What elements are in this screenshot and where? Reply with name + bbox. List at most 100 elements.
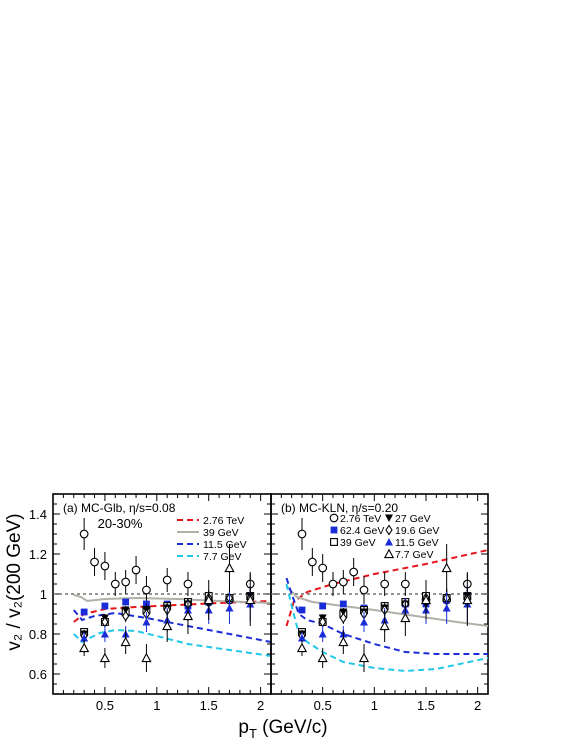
panel-a-point-7.7GeV-shape	[224, 562, 235, 573]
panel-b-series-7.7GeV	[296, 544, 473, 672]
panel-b-point-2.76TeV	[359, 585, 369, 595]
panel-b-point-7.7GeV	[441, 562, 452, 573]
panel-b-point-7.7GeV-shape	[462, 594, 473, 605]
panel-a-curve-11.5GeV	[73, 609, 272, 643]
panel-a-point-62.4GeV-shape	[122, 598, 130, 606]
panel-a-point-11.5GeV	[142, 618, 151, 626]
panel-b-xtick-label: 0.5	[314, 698, 332, 713]
panel-a-point-2.76TeV-shape	[79, 529, 89, 539]
panel-a-point-11.5GeV-shape	[100, 630, 109, 638]
panel-a-point-2.76TeV-shape	[131, 565, 141, 575]
panel-b-legend-marker-7.7GeV-shape	[383, 548, 395, 559]
panel-a-point-7.7GeV	[79, 642, 90, 653]
panel-b-xtick-label: 2	[474, 698, 481, 713]
panel-a-point-2.76TeV	[90, 557, 99, 567]
panel-b-legend-marker-27GeV	[385, 514, 393, 522]
panel-b-curve-7.7GeV	[285, 583, 489, 673]
panel-a-point-7.7GeV-shape	[99, 652, 111, 663]
panel-b-point-2.76TeV-shape	[359, 585, 369, 595]
panel-b-point-7.7GeV	[317, 652, 328, 663]
panel-a-point-62.4GeV	[122, 598, 130, 606]
panel-b-point-11.5GeV-shape	[298, 634, 306, 642]
panel-b-xtick-label: 1	[371, 698, 378, 713]
panel-b-legend-marker-39GeV-shape	[330, 538, 338, 546]
panel-b-point-7.7GeV-shape	[441, 562, 452, 573]
x-axis-label: pT (GeV/c)	[238, 717, 327, 741]
panel-b-point-19.6GeV	[339, 612, 347, 624]
panel-b-point-11.5GeV-shape	[318, 630, 327, 638]
panel-b-point-11.5GeV-shape	[442, 604, 451, 612]
panel-b-point-7.7GeV-shape	[400, 612, 411, 623]
panel-b-legend-marker-11.5GeV	[385, 538, 393, 546]
panel-a-point-2.76TeV-shape	[90, 557, 99, 567]
panel-b-point-7.7GeV	[420, 594, 432, 605]
panel-b-curve-39GeV	[285, 585, 489, 627]
panel-a-point-7.7GeV	[99, 652, 111, 663]
panel-b-label: (b) MC-KLN, η/s=0.20	[281, 501, 398, 515]
panel-a-point-2.76TeV-shape	[183, 579, 193, 589]
panel-a-point-7.7GeV	[162, 620, 173, 631]
panel-b: 0.5 1 1.5 2 (b) MC-KLN, η/s=0.202.76 TeV 27 G…	[270, 493, 489, 713]
panel-a-point-2.76TeV	[79, 529, 89, 539]
panel-b-point-7.7GeV-shape	[358, 652, 370, 663]
panel-b-point-2.76TeV	[400, 579, 410, 589]
panel-a-point-7.7GeV	[182, 610, 194, 621]
panel-a-point-2.76TeV-shape	[121, 577, 131, 587]
panel-b-curve-11.5GeV	[285, 577, 488, 655]
panel-b-legend-label-39GeV: 39 GeV	[340, 537, 376, 549]
panel-a-point-2.76TeV	[121, 577, 131, 587]
panel-b-point-7.7GeV	[338, 636, 349, 647]
panel-b-point-2.76TeV	[297, 529, 307, 539]
panel-a-xtick-label: 1.5	[200, 698, 218, 713]
panel-a-point-2.76TeV	[110, 579, 120, 589]
panel-a-ytick-label: 0.6	[29, 667, 47, 682]
panel-b-legend-label-62.4GeV: 62.4 GeV	[340, 525, 384, 537]
panel-a-point-2.76TeV-shape	[142, 585, 151, 595]
panel-a-series-7.7GeV	[79, 544, 256, 672]
panel-a-point-62.4GeV-shape	[80, 608, 88, 616]
panel-a-point-7.7GeV-shape	[203, 594, 214, 605]
panel-b-point-2.76TeV-shape	[338, 577, 348, 587]
panel-b-point-2.76TeV-shape	[307, 557, 317, 567]
panel-a-point-2.76TeV	[162, 575, 172, 585]
panel-b-point-19.6GeV-shape	[339, 612, 347, 624]
panel-b-point-7.7GeV	[358, 652, 370, 663]
panel-a-point-11.5GeV	[225, 604, 234, 612]
panel-a-point-2.76TeV	[183, 579, 193, 589]
panel-b-point-7.7GeV	[379, 620, 390, 631]
panel-b-point-2.76TeV-shape	[318, 563, 328, 573]
panel-a-point-7.7GeV-shape	[120, 636, 131, 647]
panel-b-point-7.7GeV-shape	[379, 620, 390, 631]
panel-b-legend-marker-7.7GeV	[383, 548, 395, 559]
panel-a-curve-39GeV	[73, 594, 272, 604]
panel-a-point-7.7GeV	[203, 594, 214, 605]
panel-a-point-2.76TeV	[100, 561, 110, 571]
panel-b-legend-label-11.5GeV: 11.5 GeV	[395, 537, 439, 549]
panel-a-legend-label-7.7GeV: 7.7 GeV	[203, 551, 242, 563]
panel-b-point-62.4GeV	[339, 600, 347, 608]
panel-b-legend-marker-2.76TeV	[329, 513, 339, 523]
panel-a-label: (a) MC-Glb, η/s=0.08	[63, 501, 176, 515]
panel-b-legend-marker-62.4GeV-shape	[330, 526, 338, 534]
panel-a-xtick-label: 1	[153, 698, 160, 713]
panel-a-legend-label-2.76TeV: 2.76 TeV	[203, 515, 244, 527]
panel-a-point-7.7GeV-shape	[141, 652, 152, 663]
panel-a-point-7.7GeV	[224, 562, 235, 573]
panel-b-point-2.76TeV	[328, 579, 338, 589]
panel-b-point-2.76TeV-shape	[400, 579, 410, 589]
panel-b-point-7.7GeV	[400, 612, 411, 623]
panel-a-point-19.6GeV	[122, 610, 130, 622]
panel-a-legend-label-39GeV: 39 GeV	[203, 527, 239, 539]
panel-a-point-11.5GeV-shape	[80, 634, 89, 642]
panel-a-point-2.76TeV	[142, 585, 151, 595]
panel-b-legend-label-27GeV: 27 GeV	[395, 513, 431, 525]
panel-b-point-2.76TeV	[318, 563, 328, 573]
panel-b-legend-marker-11.5GeV-shape	[385, 538, 393, 546]
panel-b-point-7.7GeV-shape	[420, 594, 432, 605]
panel-a-point-2.76TeV-shape	[162, 575, 172, 585]
panel-b-point-62.4GeV	[298, 606, 306, 614]
panel-a-point-62.4GeV	[80, 608, 88, 616]
panel-a-point-7.7GeV-shape	[79, 642, 90, 653]
panel-b-point-2.76TeV	[349, 567, 359, 577]
